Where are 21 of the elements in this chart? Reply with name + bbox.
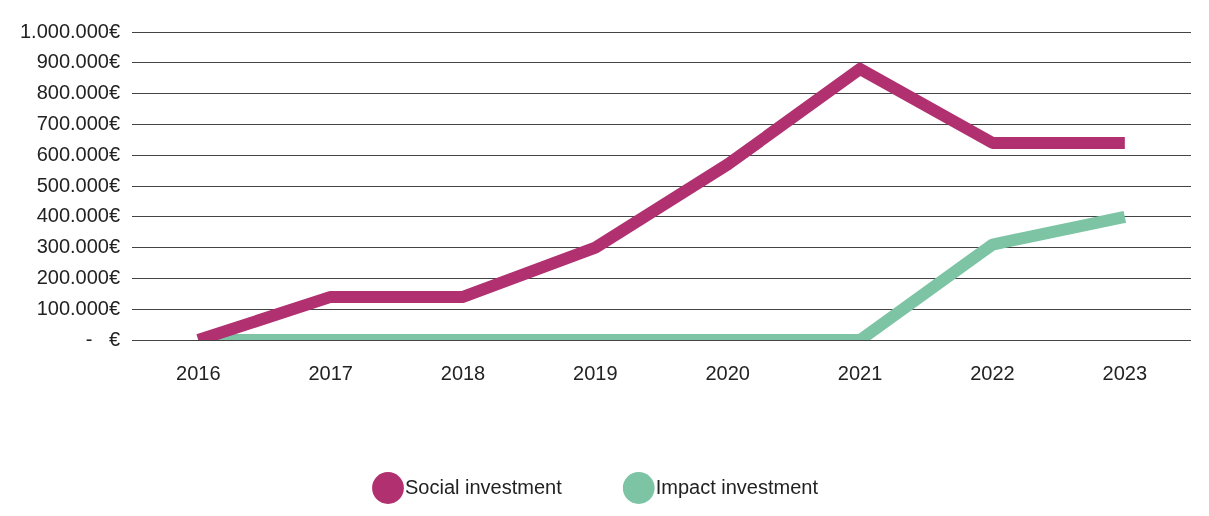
y-tick-label: 900.000€ (36, 50, 121, 73)
x-tick-label: 2017 (308, 361, 353, 384)
legend-label: Social investment (404, 475, 563, 498)
x-tick-label: 2019 (573, 361, 618, 384)
y-tick-label: 400.000€ (36, 204, 121, 227)
x-tick-label: 2021 (837, 361, 883, 384)
x-tick-label: 2020 (705, 361, 750, 384)
y-tick-label: 800.000€ (36, 81, 121, 104)
y-tick-label: 300.000€ (36, 235, 121, 258)
legend-label: Impact investment (655, 475, 819, 498)
x-tick-label: 2022 (970, 361, 1015, 384)
y-tick-label: - € (85, 327, 121, 350)
x-tick-label: 2016 (176, 361, 221, 384)
x-tick-label: 2018 (440, 361, 486, 384)
y-tick-label: 100.000€ (36, 296, 121, 319)
y-tick-label: 600.000€ (36, 142, 121, 165)
x-tick-label: 2023 (1102, 361, 1148, 384)
y-tick-label: 700.000€ (36, 111, 121, 134)
y-tick-label: 1.000.000€ (19, 19, 121, 42)
y-tick-label: 500.000€ (36, 173, 121, 196)
y-tick-label: 200.000€ (36, 265, 121, 288)
